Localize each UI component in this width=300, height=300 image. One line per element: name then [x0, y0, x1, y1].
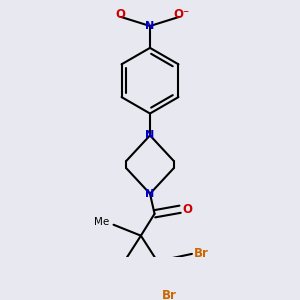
Text: Br: Br: [162, 289, 177, 300]
Text: O: O: [116, 8, 126, 21]
Text: Me: Me: [94, 217, 109, 227]
Text: N: N: [146, 189, 154, 199]
Text: O: O: [182, 203, 192, 216]
Text: O⁻: O⁻: [174, 8, 190, 21]
Text: N: N: [146, 21, 154, 31]
Text: Br: Br: [194, 248, 208, 260]
Text: N: N: [146, 130, 154, 140]
